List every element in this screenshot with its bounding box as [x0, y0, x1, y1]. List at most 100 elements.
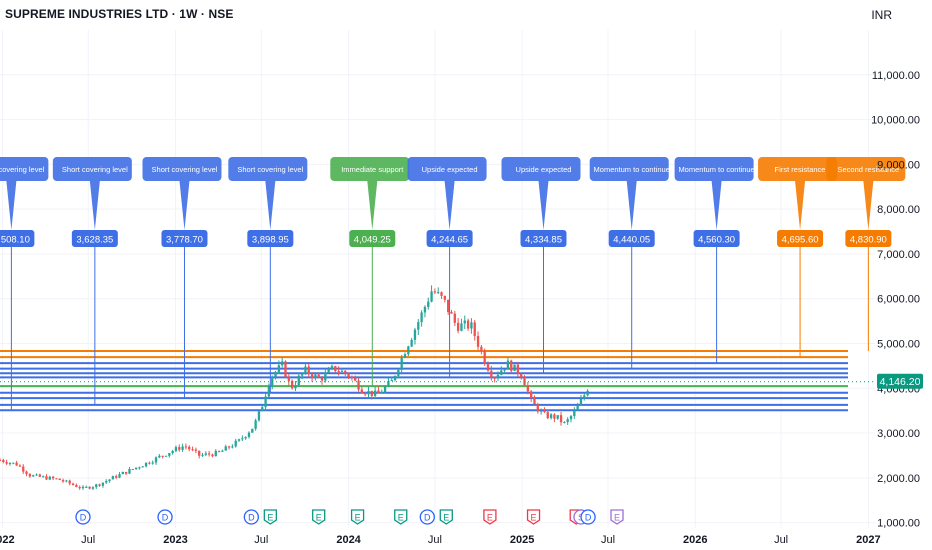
earnings-marker[interactable]: E: [610, 509, 624, 525]
candle: [450, 309, 453, 314]
candle: [115, 474, 118, 480]
candle-body: [105, 481, 108, 483]
candle: [164, 455, 168, 457]
candle-body: [530, 391, 533, 399]
candle: [101, 482, 105, 488]
dividend-marker[interactable]: D: [75, 509, 91, 525]
candle: [576, 402, 579, 411]
candle: [111, 475, 115, 480]
candle: [526, 382, 530, 395]
candle: [344, 370, 347, 376]
candle-body: [5, 462, 8, 464]
candle: [370, 390, 373, 400]
event-markers: DDDEEEEDEEEESDE: [75, 509, 624, 525]
earnings-marker[interactable]: E: [350, 509, 365, 525]
y-tick-label: 7,000.00: [877, 249, 920, 261]
candle: [340, 368, 344, 372]
candle-body: [466, 320, 470, 329]
event-marker-label: E: [316, 513, 322, 523]
earnings-marker[interactable]: E: [439, 509, 453, 525]
currency-label[interactable]: INR: [871, 8, 892, 22]
candle: [453, 310, 456, 327]
candle: [224, 444, 227, 451]
interval-label[interactable]: 1W: [179, 7, 198, 21]
earnings-marker[interactable]: E: [394, 509, 408, 525]
candle-body: [350, 376, 354, 378]
chart-title: SUPREME INDUSTRIES LTD · 1W · NSE: [5, 7, 233, 21]
candle-body: [533, 398, 536, 405]
candle-body: [234, 440, 237, 447]
earnings-marker[interactable]: E: [526, 509, 541, 525]
candle: [496, 371, 500, 381]
candle-body: [148, 462, 151, 464]
candle: [128, 466, 131, 475]
candle: [204, 451, 207, 457]
candle-body: [490, 370, 493, 378]
last-price-badge: 4,146.20: [877, 373, 923, 389]
candle-body: [440, 292, 443, 296]
candle-body: [91, 487, 95, 489]
level-callout: 4,560.30 Momentum to continue: [674, 157, 755, 364]
earnings-marker[interactable]: E: [312, 509, 326, 525]
y-tick-label: 11,000.00: [872, 70, 920, 82]
dividend-marker[interactable]: D: [419, 509, 435, 525]
candle: [0, 458, 2, 461]
candle-body: [430, 291, 433, 302]
candle: [354, 375, 357, 382]
candle: [168, 453, 171, 458]
candle: [559, 411, 563, 426]
candle: [583, 393, 586, 401]
event-marker-label: E: [443, 513, 449, 523]
candle: [171, 449, 174, 455]
symbol-name[interactable]: SUPREME INDUSTRIES LTD: [5, 7, 169, 21]
candle: [254, 418, 257, 431]
callout-text: Upside expected: [516, 165, 572, 174]
candle: [257, 410, 261, 422]
candle-body: [569, 416, 573, 420]
dividend-marker[interactable]: D: [157, 509, 173, 525]
earnings-marker[interactable]: E: [483, 509, 497, 525]
x-tick-label: 2025: [510, 534, 534, 546]
candle: [549, 413, 553, 420]
candle: [141, 465, 144, 468]
candle: [290, 379, 294, 390]
candle: [493, 376, 496, 383]
earnings-marker[interactable]: E: [263, 509, 277, 525]
callout-bubble: [52, 157, 132, 230]
candle-body: [38, 474, 41, 477]
last-price-badge-bg: [877, 373, 923, 389]
candle: [261, 405, 264, 412]
candle-body: [254, 420, 257, 429]
candle: [134, 467, 138, 470]
candle-body: [407, 346, 410, 355]
x-tick-label: 2026: [683, 534, 707, 546]
callout-value-label: 3,628.35: [76, 235, 113, 246]
candle: [443, 295, 447, 303]
candle-body: [184, 446, 188, 448]
callout-text: Short covering level: [237, 165, 303, 174]
candle: [300, 372, 304, 380]
candle-body: [108, 479, 111, 482]
event-marker-shape: [483, 509, 497, 525]
event-marker-label: D: [162, 513, 169, 523]
dividend-marker[interactable]: D: [580, 509, 596, 525]
dividend-marker[interactable]: D: [243, 509, 260, 525]
candle-body: [261, 407, 264, 412]
candle: [91, 486, 95, 490]
candle-body: [25, 471, 28, 475]
callout-value-box: [520, 230, 567, 247]
candle-body: [327, 369, 330, 373]
candle: [387, 378, 390, 388]
candle: [433, 288, 437, 295]
candle: [330, 364, 334, 371]
candle-body: [566, 419, 569, 423]
candle: [98, 483, 101, 487]
candle: [360, 386, 364, 394]
candle-body: [141, 466, 144, 468]
candle-body: [536, 404, 539, 412]
candle: [48, 475, 51, 481]
candle-body: [354, 377, 357, 381]
candle-body: [18, 465, 22, 467]
